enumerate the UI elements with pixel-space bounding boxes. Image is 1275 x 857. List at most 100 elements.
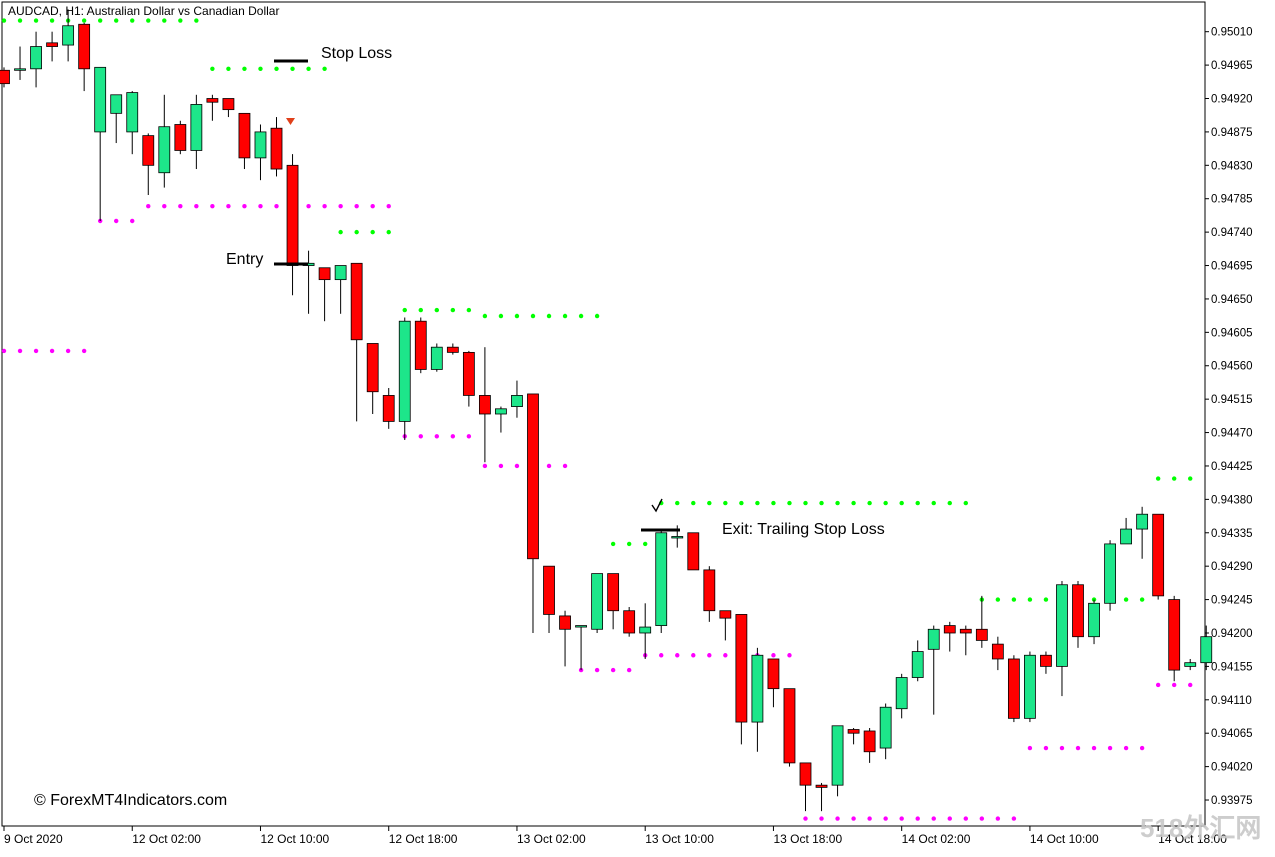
candle-69 bbox=[1104, 540, 1116, 611]
x-tick-label: 9 Oct 2020 bbox=[4, 832, 63, 846]
candle-17 bbox=[270, 117, 283, 177]
candle-body bbox=[1007, 658, 1020, 719]
candle-body bbox=[767, 658, 780, 690]
candle-61 bbox=[975, 595, 988, 648]
support-level-dot bbox=[194, 203, 199, 209]
candle-26 bbox=[414, 317, 427, 374]
support-level-dot bbox=[1155, 682, 1161, 688]
resistance-level-dot bbox=[947, 500, 952, 506]
candle-body bbox=[1072, 584, 1084, 638]
support-level-dot bbox=[146, 203, 151, 209]
candle-59 bbox=[943, 621, 956, 652]
candle-22 bbox=[350, 262, 363, 422]
candle-body bbox=[1024, 654, 1036, 719]
support-level-dot bbox=[338, 203, 343, 209]
support-level-dot bbox=[418, 434, 423, 439]
candle-71 bbox=[1136, 506, 1149, 559]
candle-12 bbox=[190, 94, 203, 170]
x-tick-label: 13 Oct 18:00 bbox=[773, 832, 842, 846]
candle-body bbox=[751, 654, 764, 723]
y-tick-label: 0.94470 bbox=[1211, 428, 1253, 440]
support-level-dot bbox=[1139, 745, 1145, 751]
support-level-dot bbox=[130, 218, 135, 224]
support-level-dot bbox=[626, 667, 632, 673]
candle-29 bbox=[462, 350, 475, 407]
candle-body bbox=[446, 346, 459, 353]
y-tick-label: 0.94920 bbox=[1211, 94, 1253, 106]
resistance-level-dot bbox=[691, 500, 696, 506]
resistance-level-dot bbox=[883, 500, 888, 506]
support-level-dot bbox=[65, 348, 71, 354]
support-level-dot bbox=[49, 348, 55, 354]
support-level-dot bbox=[995, 816, 1001, 821]
resistance-level-dot bbox=[162, 18, 167, 23]
resistance-level-dot bbox=[963, 500, 968, 506]
candle-39 bbox=[623, 607, 636, 637]
support-level-dot bbox=[915, 816, 920, 821]
candle-body bbox=[334, 265, 347, 281]
candle-62 bbox=[991, 636, 1004, 671]
candle-body bbox=[1152, 513, 1165, 597]
candle-57 bbox=[911, 640, 924, 682]
support-level-dot bbox=[434, 434, 440, 439]
resistance-level-dot bbox=[466, 307, 472, 313]
resistance-level-dot bbox=[1188, 476, 1193, 481]
support-level-dot bbox=[17, 348, 23, 354]
candle-body bbox=[607, 573, 620, 612]
resistance-level-dot bbox=[739, 500, 744, 506]
support-level-dot bbox=[81, 348, 87, 354]
candle-body bbox=[206, 98, 219, 103]
candle-body bbox=[623, 610, 636, 634]
candle-53 bbox=[847, 728, 860, 745]
candle-body bbox=[1200, 636, 1213, 664]
candle-1 bbox=[14, 46, 26, 80]
candle-body bbox=[126, 92, 139, 133]
candle-body bbox=[703, 569, 716, 612]
candle-70 bbox=[1120, 517, 1132, 545]
candle-body bbox=[270, 127, 283, 170]
resistance-level-dot bbox=[835, 500, 840, 506]
y-tick-label: 0.94515 bbox=[1211, 394, 1253, 406]
x-tick-label: 14 Oct 18:00 bbox=[1158, 832, 1227, 846]
support-level-dot bbox=[963, 816, 968, 821]
support-level-dot bbox=[498, 463, 504, 469]
candle-body bbox=[78, 23, 91, 70]
resistance-level-dot bbox=[402, 307, 407, 313]
candle-body bbox=[1040, 654, 1052, 667]
support-level-8 bbox=[1027, 745, 1145, 751]
copyright-label: © ForexMT4Indicators.com bbox=[34, 792, 227, 809]
candle-33 bbox=[527, 393, 539, 633]
candle-body bbox=[911, 651, 924, 678]
resistance-level-dot bbox=[530, 313, 536, 319]
candle-body bbox=[511, 395, 523, 407]
sell-arrow-icon bbox=[286, 118, 295, 125]
support-level-dot bbox=[210, 203, 215, 209]
candle-body bbox=[62, 25, 75, 46]
support-level-dot bbox=[803, 816, 808, 821]
resistance-level-dot bbox=[482, 313, 488, 319]
resistance-level-dot bbox=[675, 500, 680, 506]
candle-68 bbox=[1088, 599, 1100, 645]
candle-body bbox=[991, 643, 1004, 660]
candle-74 bbox=[1184, 658, 1197, 671]
resistance-level-dot bbox=[386, 229, 391, 235]
resistance-level-dot bbox=[1043, 597, 1049, 602]
support-level-dot bbox=[242, 203, 247, 209]
candle-60 bbox=[959, 625, 972, 656]
x-tick-label: 14 Oct 10:00 bbox=[1030, 832, 1099, 846]
resistance-level-5 bbox=[610, 541, 648, 547]
y-tick-label: 0.94605 bbox=[1211, 327, 1253, 339]
support-level-dot bbox=[594, 667, 600, 673]
candle-body bbox=[382, 395, 395, 422]
support-level-dot bbox=[771, 653, 776, 658]
candle-43 bbox=[687, 532, 700, 571]
resistance-level-8 bbox=[1155, 476, 1193, 481]
candle-27 bbox=[430, 343, 443, 372]
candle-body bbox=[527, 393, 539, 560]
support-level-dot bbox=[1107, 745, 1113, 751]
support-level-dot bbox=[514, 463, 520, 469]
support-level-dot bbox=[450, 434, 456, 439]
y-tick-label: 0.94335 bbox=[1211, 528, 1253, 540]
